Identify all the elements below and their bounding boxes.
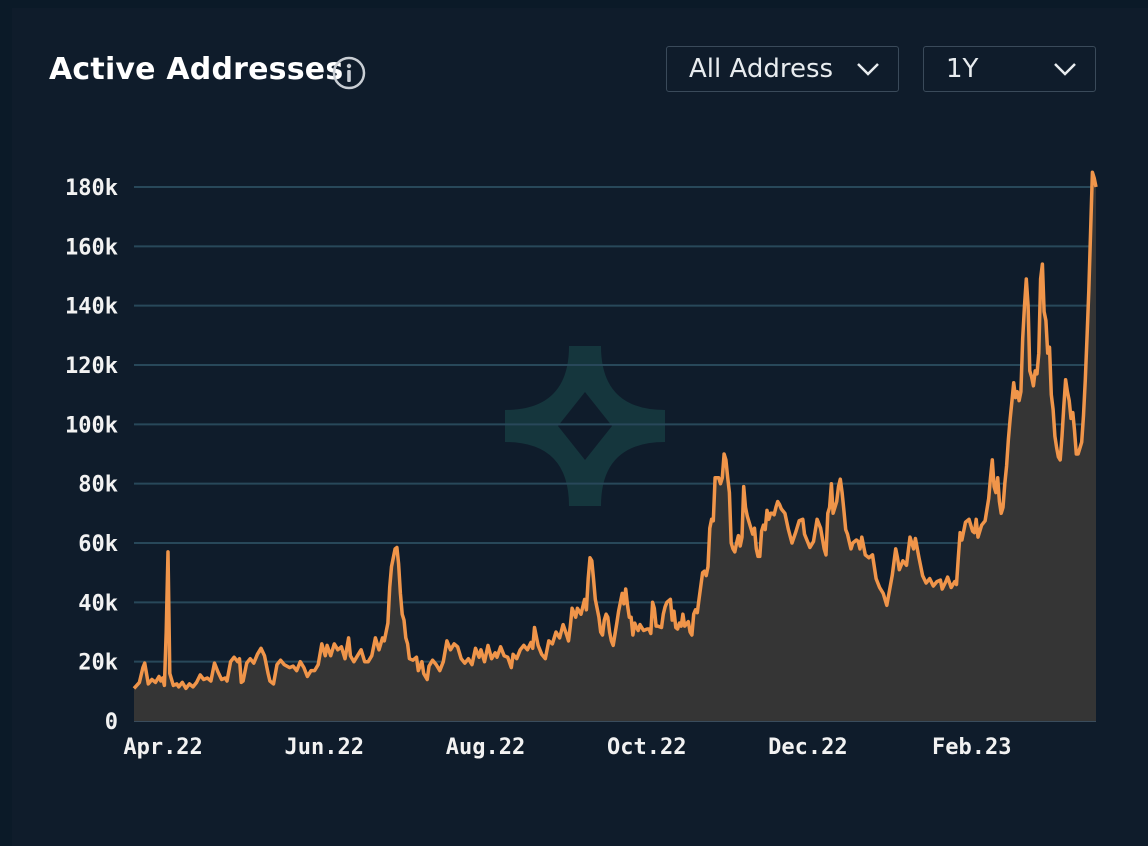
- y-tick-label: 180k: [65, 176, 118, 201]
- y-tick-label: 140k: [65, 295, 118, 320]
- y-tick-label: 40k: [78, 591, 118, 616]
- y-axis: 0 20k 40k 60k 80k 100k 120k 140k 160k 180k: [65, 176, 118, 735]
- info-icon[interactable]: [332, 56, 366, 90]
- x-axis: Apr.22 Jun.22 Aug.22 Oct.22 Dec.22 Feb.23: [123, 735, 1011, 760]
- chevron-down-icon: [1054, 63, 1076, 76]
- series-line: [132, 170, 1098, 691]
- logo-watermark: [505, 346, 665, 506]
- y-tick-label: 60k: [78, 532, 118, 557]
- y-tick-label: 0: [105, 710, 118, 735]
- y-tick-label: 20k: [78, 651, 118, 676]
- area-fill: [134, 172, 1096, 721]
- x-tick-label: Jun.22: [285, 735, 364, 760]
- page-title: Active Addresses: [49, 52, 344, 87]
- x-tick-label: Feb.23: [932, 735, 1011, 760]
- x-tick-label: Aug.22: [446, 735, 525, 760]
- y-tick-label: 160k: [65, 235, 118, 260]
- x-tick-label: Dec.22: [768, 735, 847, 760]
- address-filter-label: All Address: [689, 54, 834, 84]
- time-range-label: 1Y: [946, 54, 979, 84]
- chevron-down-icon: [857, 63, 879, 76]
- y-tick-label: 100k: [65, 413, 118, 438]
- y-tick-label: 80k: [78, 473, 118, 498]
- x-tick-label: Oct.22: [607, 735, 686, 760]
- address-filter-dropdown[interactable]: All Address: [666, 46, 899, 92]
- x-tick-label: Apr.22: [123, 735, 202, 760]
- y-tick-label: 120k: [65, 354, 118, 379]
- time-range-dropdown[interactable]: 1Y: [923, 46, 1096, 92]
